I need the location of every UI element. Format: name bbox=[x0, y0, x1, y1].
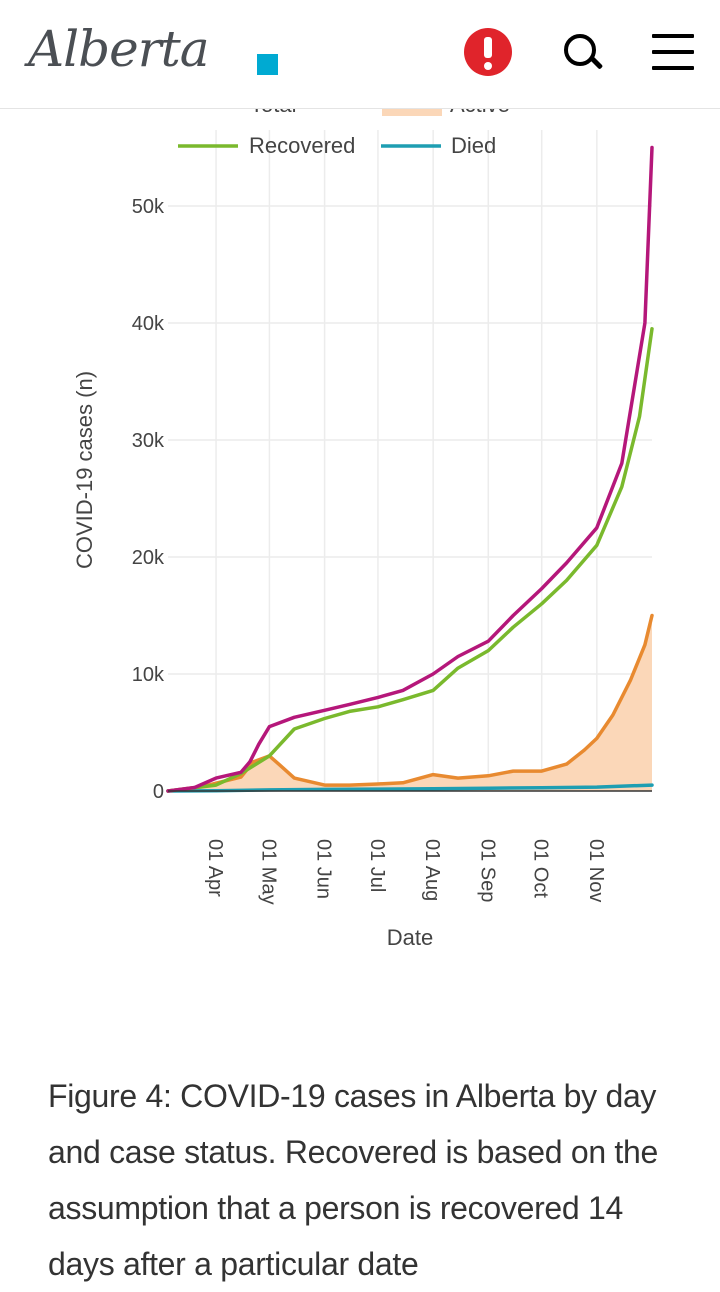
search-icon[interactable] bbox=[562, 32, 602, 72]
x-tick-label: 01 Aug bbox=[421, 839, 443, 901]
y-tick-label: 10k bbox=[132, 664, 165, 686]
site-header: Alberta bbox=[0, 0, 720, 109]
logo-square-icon bbox=[257, 54, 278, 75]
line-recovered bbox=[168, 329, 652, 791]
y-tick-label: 20k bbox=[132, 547, 165, 569]
x-axis-title: Date bbox=[387, 925, 433, 950]
x-tick-label: 01 Oct bbox=[530, 839, 552, 898]
logo-wordmark: Alberta bbox=[28, 20, 209, 78]
legend-recovered-label: Recovered bbox=[249, 133, 355, 158]
x-tick-label: 01 Jun bbox=[313, 839, 335, 899]
chart-areas bbox=[168, 616, 652, 792]
chart-svg: 0 10k 20k 30k 40k 50k 01 Apr 01 May 01 Jun 01 Jul… bbox=[0, 0, 720, 1000]
y-axis-title: COVID-19 cases (n) bbox=[72, 371, 97, 569]
line-total bbox=[168, 148, 652, 792]
figure-caption: Figure 4: COVID-19 cases in Alberta by d… bbox=[48, 1068, 688, 1292]
alert-icon[interactable] bbox=[464, 28, 512, 76]
x-tick-label: 01 Apr bbox=[204, 839, 226, 897]
menu-icon[interactable] bbox=[652, 32, 694, 72]
y-tick-label: 50k bbox=[132, 196, 165, 218]
y-tick-label: 30k bbox=[132, 430, 165, 452]
y-tick-label: 0 bbox=[153, 781, 164, 803]
x-tick-label: 01 Sep bbox=[476, 839, 498, 902]
x-tick-label: 01 Jul bbox=[366, 839, 388, 892]
chart-grid bbox=[168, 130, 652, 791]
covid-chart: 0 10k 20k 30k 40k 50k 01 Apr 01 May 01 Jun 01 Jul… bbox=[0, 0, 720, 1000]
chart-lines bbox=[168, 147, 652, 791]
area-active bbox=[168, 616, 652, 792]
legend-died-label: Died bbox=[451, 133, 496, 158]
y-tick-label: 40k bbox=[132, 313, 165, 335]
alberta-logo[interactable]: Alberta bbox=[28, 14, 288, 94]
chart-axes: 0 10k 20k 30k 40k 50k 01 Apr 01 May 01 Jun 01 Jul… bbox=[72, 196, 652, 950]
x-tick-label: 01 Nov bbox=[585, 839, 607, 902]
x-tick-label: 01 May bbox=[257, 839, 279, 905]
